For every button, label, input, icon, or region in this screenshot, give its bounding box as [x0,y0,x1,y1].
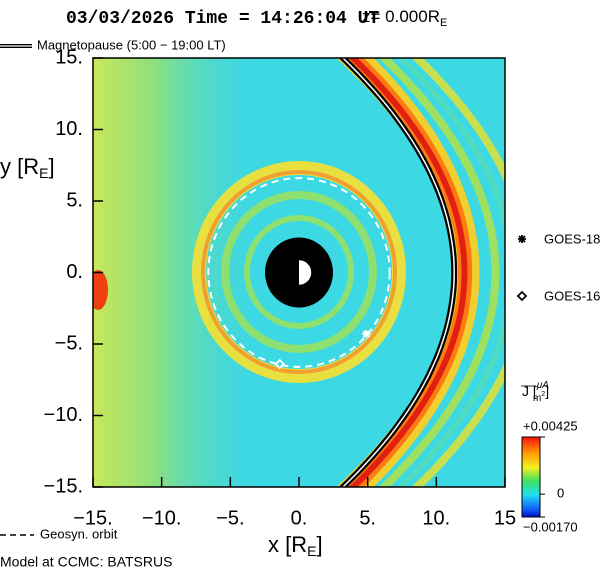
field-ring [192,161,406,383]
satellite-marker [362,329,371,338]
z-label: z= 0.000RE [362,7,447,28]
field-nightside [93,58,263,487]
x-tick-label: 0. [291,507,308,529]
legend-label: GOES-16 [544,288,600,303]
y-tick-label: 15. [55,46,83,68]
cb-label-exp: 2 [541,391,545,398]
y-label-main: y [R [0,154,39,179]
colorbar-tick-label: +0.00425 [523,418,578,433]
y-tick-label: −10. [44,404,83,426]
x-tick-label: −15. [73,507,112,529]
x-label-sub: E [307,543,316,559]
geosyn-orbit [207,177,391,368]
y-label-sub: E [39,165,48,181]
legend-magnetopause: Magnetopause (5:00 − 19:00 LT) [37,37,226,52]
title: 03/03/2026 Time = 14:26:04 UT [66,9,379,29]
field-tail-spot [93,270,108,310]
cb-label-den: m [533,393,541,404]
legend-marker [518,235,526,243]
y-tick-label: 5. [66,189,83,211]
colorbar [521,436,541,518]
legend-marker [516,290,528,302]
cb-label-num: μA [536,380,549,391]
footer: Model at CCMC: BATSRUS [0,554,172,570]
field-ring [201,170,397,374]
cb-label-end: ] [545,383,549,399]
y-axis-label: y [RE] [0,154,55,181]
plot-area [207,177,391,368]
x-tick-label: 5. [359,507,376,529]
z-label-sub: E [440,17,447,29]
colorbar-label: J [μA m2] [522,380,549,404]
x-tick-label: 10. [422,507,450,529]
colorbar-tick-label: 0 [557,486,564,501]
x-tick-label: −5. [216,507,244,529]
field-band [348,58,468,487]
x-tick-label: 15 [494,507,516,529]
magnetopause [341,58,455,487]
y-tick-label: −15. [44,475,83,497]
y-tick-label: −5. [55,332,83,354]
y-tick-label: 10. [55,118,83,140]
x-label-end: ] [316,532,322,557]
earth-night [286,259,299,286]
field-ring [244,215,354,329]
current-density-field [93,58,505,487]
colorbar-tick-label: −0.00170 [523,519,578,534]
field-ring [221,191,377,353]
y-tick-label: 0. [66,261,83,283]
field-band [396,58,505,487]
x-label-main: x [R [268,532,307,557]
legend-label: GOES-18 [544,231,600,246]
x-tick-label: −10. [142,507,181,529]
y-label-end: ] [48,154,54,179]
z-label-main: z= 0.000R [362,7,440,26]
cb-label: J [ [522,383,537,399]
field-band [411,58,505,487]
satellite-marker [274,358,286,370]
legend-geosyn: Geosyn. orbit [40,526,118,541]
x-axis-label: x [RE] [268,532,323,559]
field-band [378,58,500,487]
